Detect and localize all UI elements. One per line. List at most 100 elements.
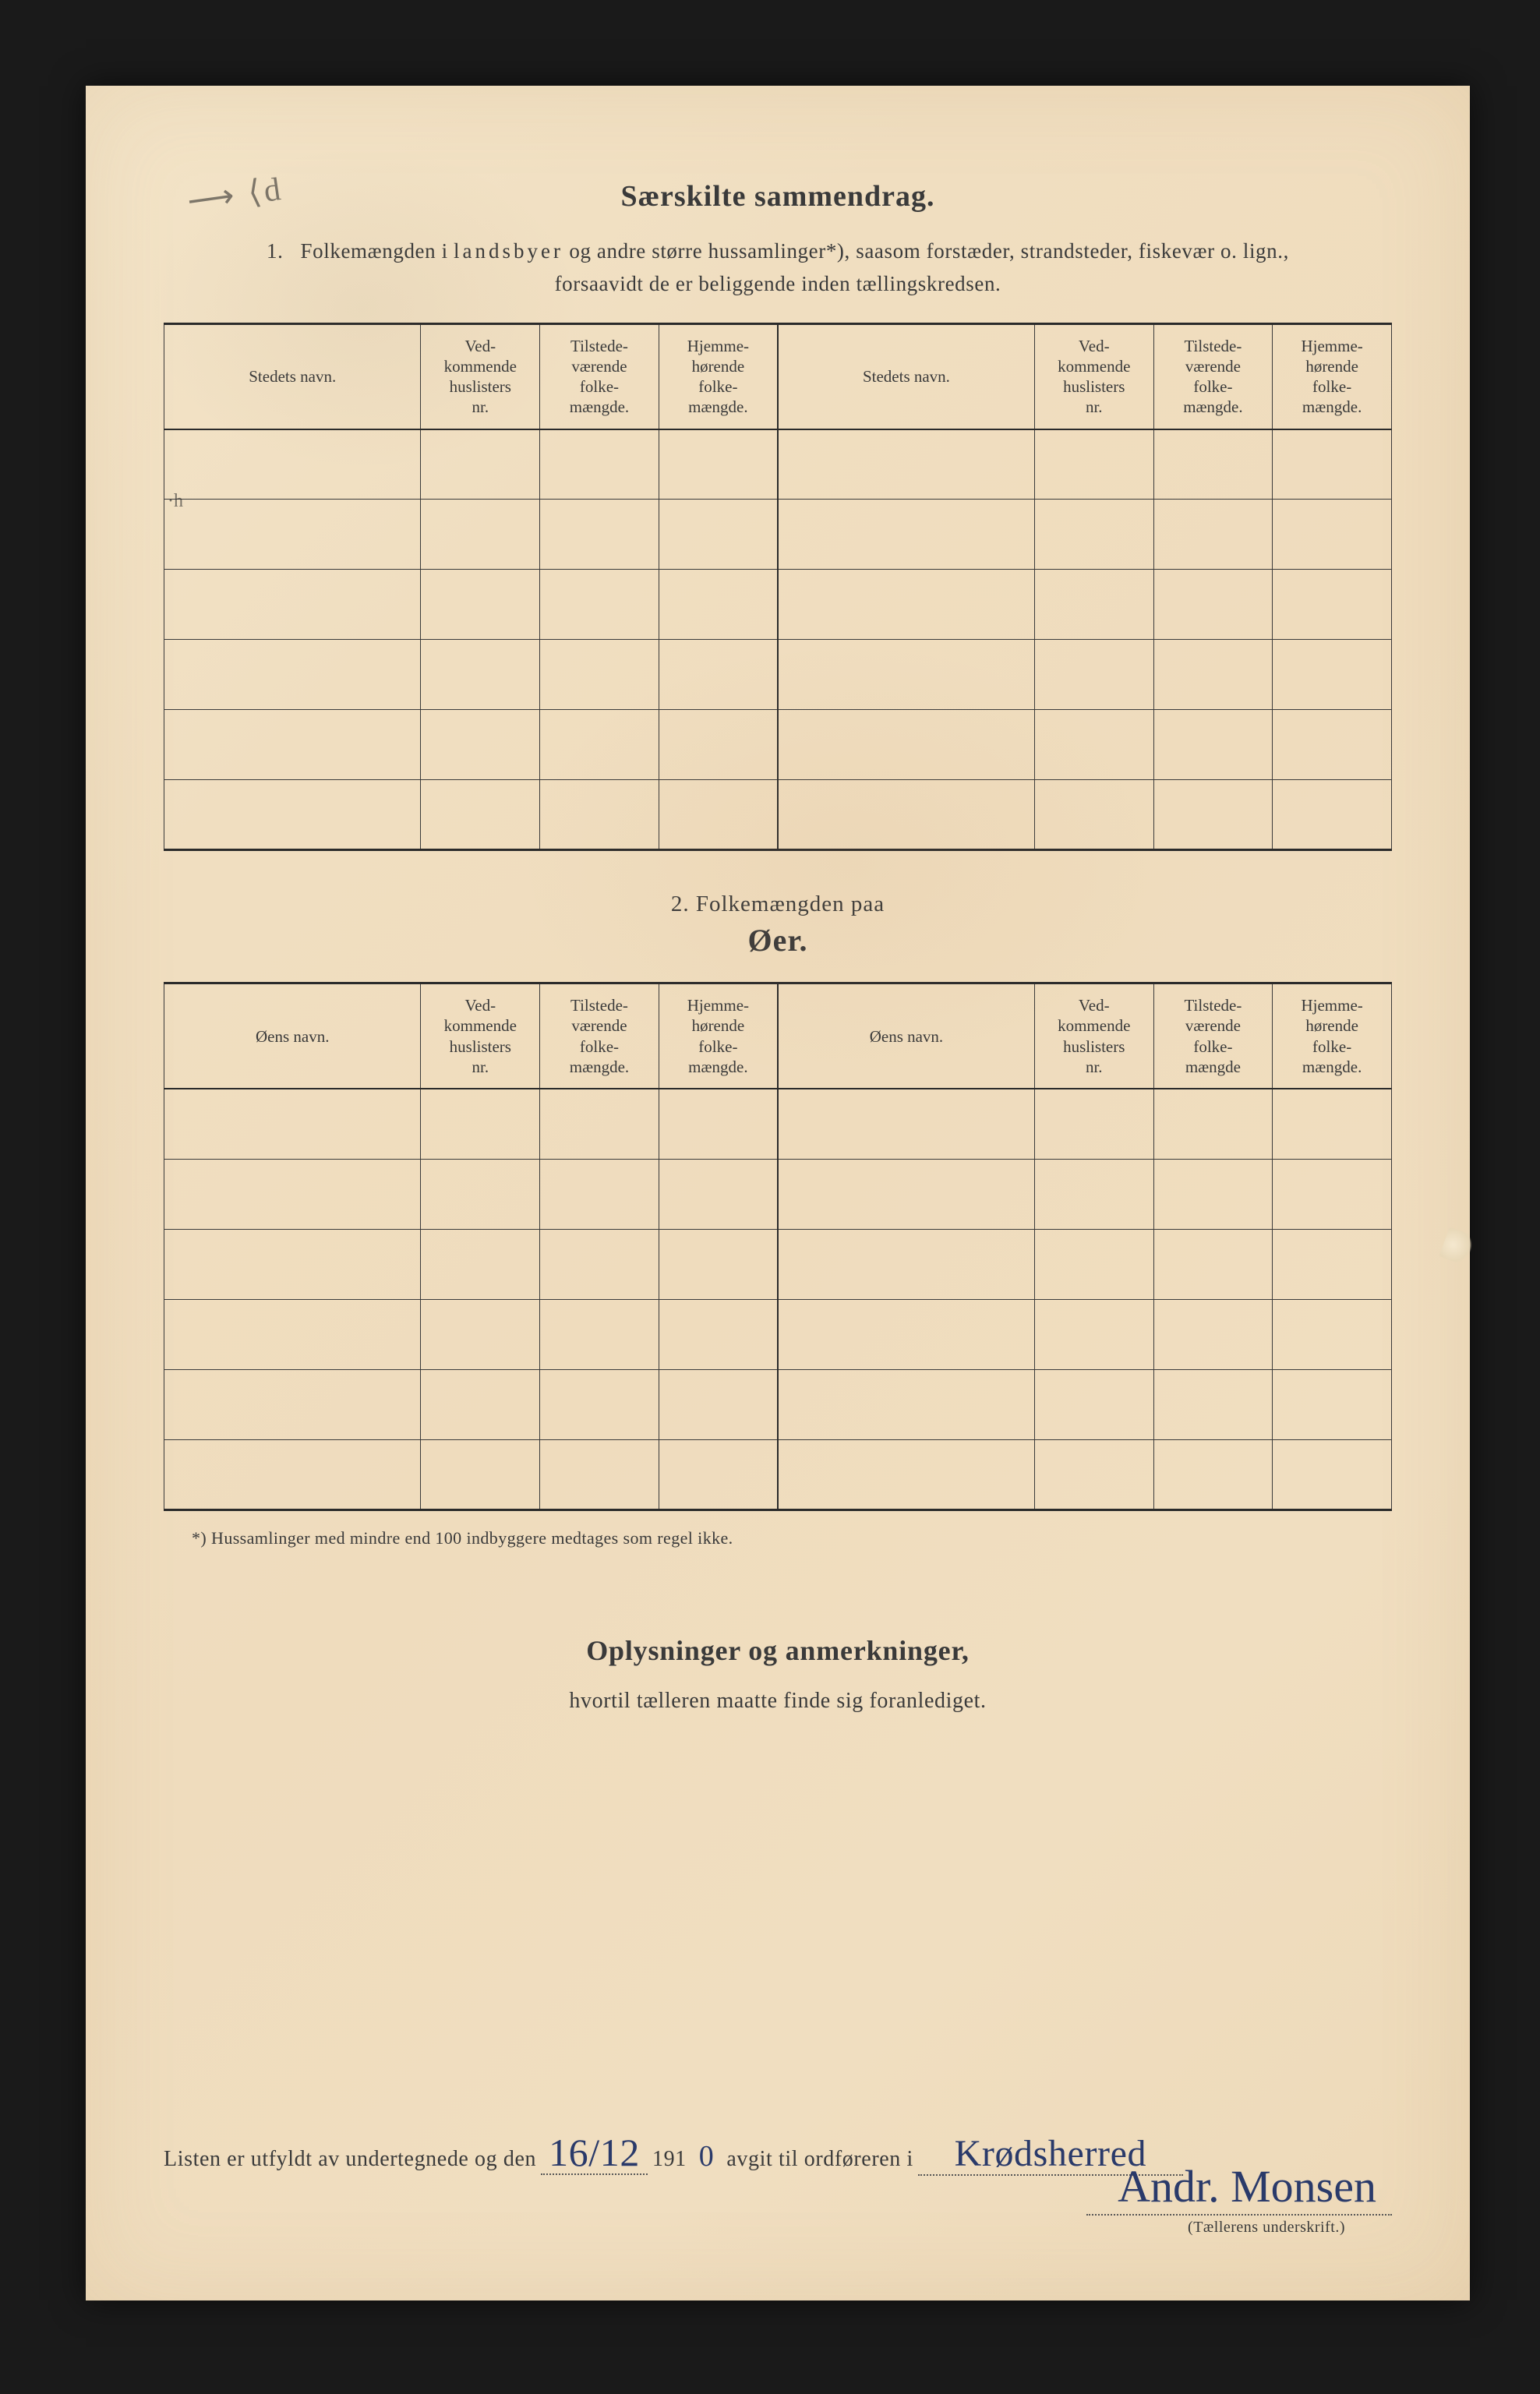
table-cell xyxy=(1273,1369,1392,1439)
table-section1: Stedets navn. Ved-kommendehuslistersnr. … xyxy=(164,323,1392,852)
table-cell xyxy=(421,1229,540,1299)
table-row xyxy=(164,500,1392,570)
th-stedets-navn-r: Stedets navn. xyxy=(778,323,1034,429)
table-cell xyxy=(164,429,421,500)
table-cell xyxy=(1153,1089,1273,1159)
table-cell xyxy=(1034,640,1153,710)
table-cell xyxy=(421,1369,540,1439)
table-row xyxy=(164,1439,1392,1509)
table-cell xyxy=(1273,1159,1392,1229)
table-row xyxy=(164,429,1392,500)
table-cell xyxy=(1153,1369,1273,1439)
table2-body xyxy=(164,1089,1392,1509)
table-cell xyxy=(778,1159,1034,1229)
table-cell xyxy=(1034,1439,1153,1509)
signer-name: Andr. Monsen xyxy=(1086,2163,1392,2216)
table-cell xyxy=(1034,780,1153,850)
table-cell xyxy=(778,570,1034,640)
table-cell xyxy=(1153,1439,1273,1509)
table-row xyxy=(164,640,1392,710)
margin-tick: ·h xyxy=(168,491,183,512)
table-cell xyxy=(540,780,659,850)
table-cell xyxy=(778,500,1034,570)
table-cell xyxy=(1153,780,1273,850)
table-cell xyxy=(659,429,778,500)
table-cell xyxy=(540,1369,659,1439)
th-huslisters-r: Ved-kommendehuslistersnr. xyxy=(1034,323,1153,429)
table-cell xyxy=(1153,570,1273,640)
table-cell xyxy=(778,710,1034,780)
table-cell xyxy=(164,1299,421,1369)
table-cell xyxy=(1034,429,1153,500)
table-cell xyxy=(421,710,540,780)
table-cell xyxy=(421,1159,540,1229)
sec1-lead: Folkemængden i xyxy=(301,239,454,263)
th-tilstede-r: Tilstede-værendefolke-mængde. xyxy=(1153,323,1273,429)
scan-frame: ⟶ ⟨d Særskilte sammendrag. 1. Folkemængd… xyxy=(0,0,1540,2394)
table-cell xyxy=(540,1089,659,1159)
table-cell xyxy=(540,429,659,500)
table-cell xyxy=(778,429,1034,500)
table-cell xyxy=(1034,500,1153,570)
document-paper: ⟶ ⟨d Særskilte sammendrag. 1. Folkemængd… xyxy=(86,86,1470,2300)
table-cell xyxy=(1273,640,1392,710)
table-cell xyxy=(540,1229,659,1299)
table-row xyxy=(164,1089,1392,1159)
table-row xyxy=(164,1369,1392,1439)
table-cell xyxy=(659,570,778,640)
th-hjemme2-l: Hjemme-hørendefolke-mængde. xyxy=(659,983,778,1089)
table-cell xyxy=(659,1089,778,1159)
table-row xyxy=(164,570,1392,640)
table-cell xyxy=(421,1089,540,1159)
table-cell xyxy=(1034,570,1153,640)
table-row xyxy=(164,710,1392,780)
th-oens-navn-l: Øens navn. xyxy=(164,983,421,1089)
th-hjemme2-r: Hjemme-hørendefolke-mængde. xyxy=(1273,983,1392,1089)
table-cell xyxy=(540,500,659,570)
th-hjemme-r: Hjemme-hørendefolke-mængde. xyxy=(1273,323,1392,429)
table-cell xyxy=(659,780,778,850)
table2-header-row: Øens navn. Ved-kommendehuslistersnr. Til… xyxy=(164,983,1392,1089)
signature-block: Listen er utfyldt av undertegnede og den… xyxy=(164,2133,1392,2176)
main-title: Særskilte sammendrag. xyxy=(164,179,1392,214)
table-cell xyxy=(421,1439,540,1509)
section2-pre: 2. Folkemængden paa xyxy=(164,892,1392,917)
table-cell xyxy=(778,780,1034,850)
section2-title: Øer. xyxy=(164,922,1392,959)
table-cell xyxy=(164,1439,421,1509)
table-row xyxy=(164,1159,1392,1229)
sec1-line2: forsaavidt de er beliggende inden tællin… xyxy=(555,272,1001,295)
table-cell xyxy=(1034,1369,1153,1439)
sig-date: 16/12 xyxy=(541,2133,648,2175)
table-cell xyxy=(1153,1299,1273,1369)
table-cell xyxy=(164,1159,421,1229)
th-hjemme-l: Hjemme-hørendefolke-mængde. xyxy=(659,323,778,429)
th-huslisters2-r: Ved-kommendehuslistersnr. xyxy=(1034,983,1153,1089)
table-cell xyxy=(1273,780,1392,850)
sec1-spaced: landsbyer xyxy=(454,239,563,263)
th-huslisters-l: Ved-kommendehuslistersnr. xyxy=(421,323,540,429)
table-cell xyxy=(164,500,421,570)
table-cell xyxy=(421,429,540,500)
table-cell xyxy=(659,1299,778,1369)
th-tilstede2-r: Tilstede-værendefolke-mængde xyxy=(1153,983,1273,1089)
remarks-sub: hvortil tælleren maatte finde sig foranl… xyxy=(164,1689,1392,1714)
table-cell xyxy=(778,1229,1034,1299)
table-cell xyxy=(1153,640,1273,710)
table-cell xyxy=(778,1299,1034,1369)
table-cell xyxy=(778,1089,1034,1159)
table-cell xyxy=(540,570,659,640)
table-cell xyxy=(1273,570,1392,640)
table-cell xyxy=(1273,429,1392,500)
sig-mid1: 191 xyxy=(652,2147,687,2172)
table-cell xyxy=(659,1159,778,1229)
sig-mid2: avgit til ordføreren i xyxy=(726,2147,913,2172)
table-cell xyxy=(778,640,1034,710)
footnote: *) Hussamlinger med mindre end 100 indby… xyxy=(192,1528,1392,1548)
table-cell xyxy=(1153,1159,1273,1229)
table-cell xyxy=(1034,1089,1153,1159)
table-cell xyxy=(540,1439,659,1509)
table-row xyxy=(164,1229,1392,1299)
table-cell xyxy=(1273,1439,1392,1509)
sec1-number: 1. xyxy=(267,239,283,263)
